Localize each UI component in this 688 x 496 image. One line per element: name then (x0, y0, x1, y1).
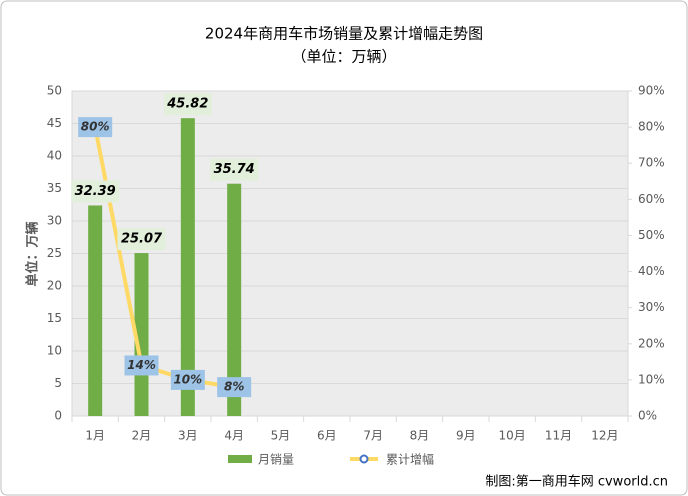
line-label: 8% (224, 380, 244, 394)
y-tick-label: 35 (47, 181, 62, 195)
x-tick-label: 2月 (132, 429, 152, 443)
y-tick-label: 40 (47, 149, 62, 163)
y2-tick-label: 80% (638, 120, 665, 134)
line-label-box (78, 117, 113, 138)
x-tick-label: 12月 (591, 429, 618, 443)
x-tick-label: 5月 (271, 429, 291, 443)
line-label: 80% (81, 120, 110, 134)
x-tick-label: 11月 (545, 429, 572, 443)
chart-title: 2024年商用车市场销量及累计增幅走势图 (205, 25, 483, 43)
y-tick-label: 10 (47, 344, 62, 358)
legend-label: 月销量 (258, 453, 294, 467)
y-tick-label: 0 (54, 409, 62, 423)
bar-label-box (210, 158, 259, 181)
y-axis-label: 单位：万辆 (25, 221, 41, 286)
legend-label: 累计增幅 (386, 452, 434, 467)
y-tick-label: 25 (47, 246, 62, 260)
line-label: 10% (173, 372, 202, 386)
x-tick-label: 3月 (178, 429, 198, 443)
legend-marker (359, 454, 369, 464)
y-tick-label: 15 (47, 311, 62, 325)
x-tick-label: 7月 (363, 429, 383, 443)
y-tick-label: 45 (47, 116, 62, 130)
chart-subtitle: （单位：万辆） (291, 48, 396, 66)
y2-tick-label: 10% (638, 372, 665, 386)
y2-tick-label: 0% (638, 409, 657, 423)
bar-label: 25.07 (121, 232, 163, 247)
y2-tick-label: 60% (638, 192, 665, 206)
line-label-box (170, 369, 205, 390)
y2-tick-label: 20% (638, 336, 665, 350)
bar-label: 32.39 (75, 184, 116, 199)
x-tick-label: 8月 (410, 429, 430, 443)
x-tick-label: 9月 (456, 429, 476, 443)
bar-label-box (163, 93, 212, 116)
bar (227, 183, 242, 416)
y2-tick-label: 70% (638, 156, 665, 170)
x-tick-label: 1月 (85, 429, 105, 443)
bar-label: 35.74 (214, 162, 255, 177)
bar (180, 118, 195, 417)
y2-tick-label: 40% (638, 264, 665, 278)
y2-tick-label: 50% (638, 228, 665, 242)
y2-tick-label: 30% (638, 300, 665, 314)
line-label: 14% (127, 358, 156, 372)
legend-swatch (228, 455, 252, 463)
x-tick-label: 6月 (317, 429, 337, 443)
y-tick-label: 5 (54, 376, 62, 390)
source: 制图:第一商用车网 cvworld.cn (485, 474, 668, 490)
x-tick-label: 4月 (224, 429, 244, 443)
bar-label-box (117, 228, 166, 251)
y-tick-label: 20 (47, 279, 62, 293)
y2-tick-label: 90% (638, 84, 665, 98)
bar-label: 45.82 (166, 97, 208, 112)
bar-label-box (71, 180, 120, 203)
bar (88, 205, 103, 416)
y-tick-label: 50 (47, 84, 62, 98)
x-tick-label: 10月 (499, 429, 526, 443)
line-label-box (217, 377, 252, 398)
y-tick-label: 30 (47, 214, 62, 228)
line-label-box (124, 355, 159, 376)
